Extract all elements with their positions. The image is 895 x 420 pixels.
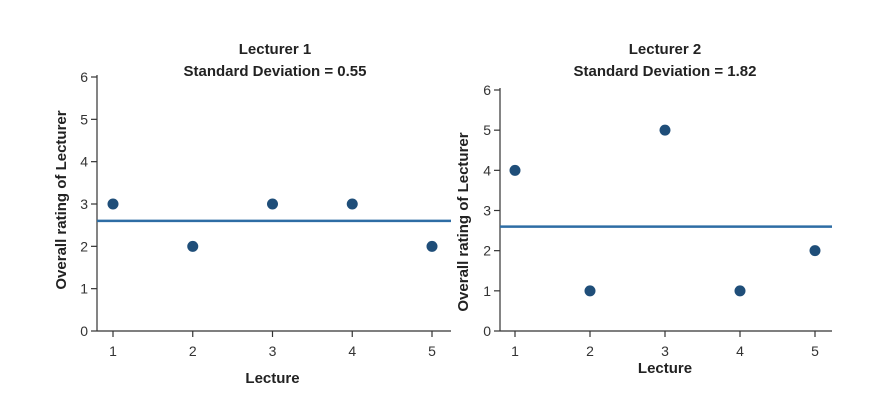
x-tick-label: 3: [661, 343, 669, 359]
y-tick-label: 5: [80, 111, 88, 127]
x-tick-label: 2: [189, 343, 197, 359]
y-axis-label: Overall rating of Lecturer: [53, 110, 70, 289]
chart-subtitle: Standard Deviation = 1.82: [574, 63, 757, 80]
y-tick-label: 4: [80, 154, 88, 170]
data-point: [107, 198, 119, 210]
data-point: [426, 240, 438, 252]
chart-title: Lecturer 1: [239, 41, 312, 58]
y-tick-label: 3: [483, 203, 491, 219]
y-tick-label: 6: [483, 82, 491, 98]
data-point: [584, 285, 596, 297]
chart-panel: Lecturer 2 Standard Deviation = 1.82 0 1 2 3 4…: [455, 41, 832, 377]
data-point: [346, 198, 358, 210]
x-axis-label: Lecture: [245, 370, 299, 387]
x-axis-label: Lecture: [638, 360, 692, 377]
data-point: [187, 240, 199, 252]
data-point: [734, 285, 746, 297]
x-tick-label: 4: [348, 343, 356, 359]
data-point: [267, 198, 278, 210]
chart-title: Lecturer 2: [629, 41, 702, 58]
x-tick-label: 2: [586, 343, 594, 359]
y-tick-label: 1: [80, 281, 88, 297]
x-tick-label: 3: [269, 343, 277, 359]
y-axis-label: Overall rating of Lecturer: [455, 132, 472, 311]
data-point: [659, 124, 671, 136]
y-tick-label: 2: [483, 243, 491, 259]
y-tick-label: 0: [80, 323, 88, 339]
chart-subtitle: Standard Deviation = 0.55: [184, 63, 367, 80]
x-tick-label: 5: [811, 343, 819, 359]
data-point: [509, 164, 521, 176]
x-tick-label: 4: [736, 343, 744, 359]
x-tick-label: 1: [511, 343, 519, 359]
y-tick-label: 2: [80, 238, 88, 254]
y-tick-label: 5: [483, 122, 491, 138]
y-tick-label: 6: [80, 69, 88, 85]
y-tick-label: 4: [483, 162, 491, 178]
data-point: [809, 245, 821, 257]
chart-panel: Lecturer 1 Standard Deviation = 0.55 0 1 2 3 4…: [53, 41, 451, 387]
x-tick-label: 5: [428, 343, 436, 359]
y-tick-label: 1: [483, 283, 491, 299]
x-tick-label: 1: [109, 343, 117, 359]
y-tick-label: 3: [80, 196, 88, 212]
y-tick-label: 0: [483, 323, 491, 339]
